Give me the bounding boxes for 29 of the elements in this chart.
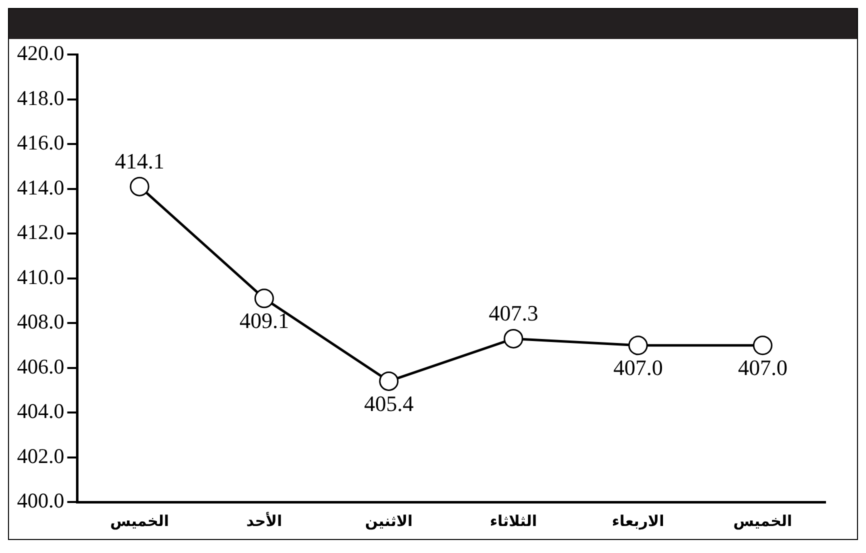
data-label: 409.1 (239, 308, 289, 334)
point (504, 328, 524, 348)
y-tick-label: 418.0 (17, 86, 64, 110)
data-label: 407.3 (488, 300, 538, 326)
y-tick-label: 420.0 (17, 41, 64, 66)
y-tick-label: 404.0 (17, 399, 64, 424)
y-tick-label: 416.0 (17, 130, 64, 155)
x-tick-label: الخميس (733, 512, 792, 530)
point (752, 336, 772, 356)
y-tick-label: 402.0 (17, 444, 64, 468)
point (628, 336, 648, 356)
y-tick-label: 410.0 (17, 264, 64, 289)
point (379, 371, 399, 391)
x-tick-label: الخميس (110, 512, 170, 530)
y-tick-label: 400.0 (17, 488, 64, 513)
y-tick-label: 408.0 (17, 310, 64, 334)
x-tick-label: الاربعاء (612, 512, 664, 530)
data-label: 414.1 (114, 148, 164, 174)
data-label: 407.0 (738, 355, 788, 380)
point (130, 176, 150, 196)
data-label: 405.4 (364, 390, 414, 416)
y-tick-label: 406.0 (17, 354, 64, 378)
y-tick-label: 414.0 (17, 175, 64, 200)
x-tick-label: الأحد (246, 510, 282, 530)
x-tick-label: الاثنين (364, 512, 413, 530)
x-tick-label: الثلاثاء (490, 512, 538, 530)
y-tick-label: 412.0 (17, 220, 64, 244)
data-label: 407.0 (613, 355, 663, 380)
point (254, 288, 274, 308)
